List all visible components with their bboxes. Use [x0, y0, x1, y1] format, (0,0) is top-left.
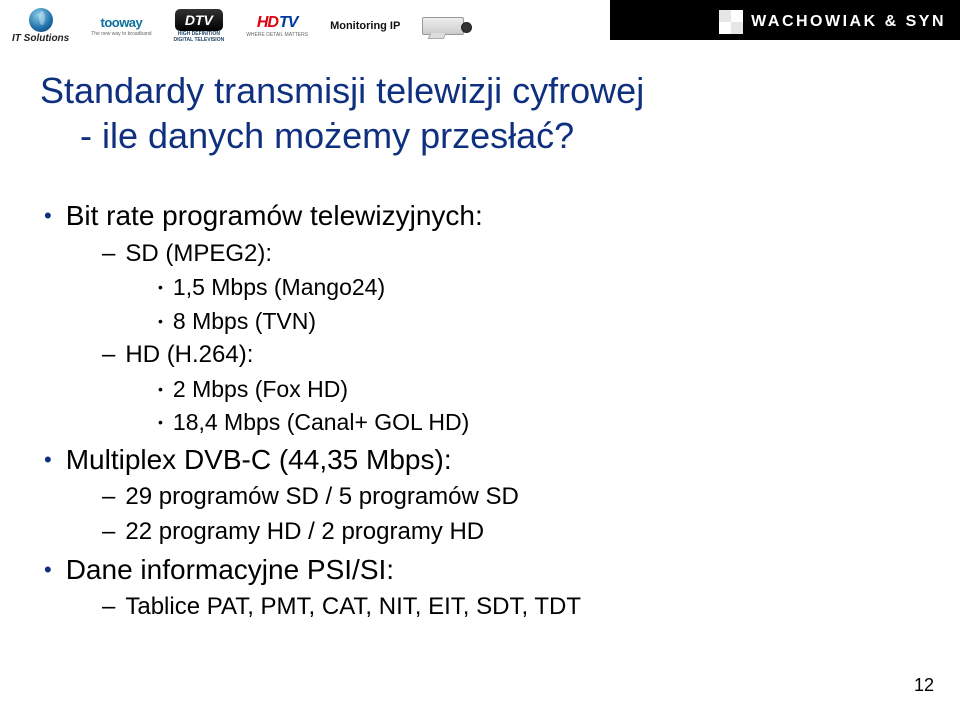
brand-square-icon — [719, 10, 743, 34]
camera-icon — [422, 17, 464, 35]
bullet-bitrate-text: Bit rate programów telewizyjnych: — [66, 200, 483, 231]
bullet-hd-h264: HD (H.264): 2 Mbps (Fox HD) 18,4 Mbps (C… — [102, 338, 914, 439]
hd-text: HD — [257, 14, 278, 32]
bullet-canal-gol-hd-text: 18,4 Mbps (Canal+ GOL HD) — [173, 409, 469, 435]
bullet-fox-hd: 2 Mbps (Fox HD) — [158, 373, 914, 406]
bullet-29-sd: 29 programów SD / 5 programów SD — [102, 480, 914, 515]
hdtv-sub: WHERE DETAIL MATTERS — [246, 32, 308, 38]
bullet-fox-hd-text: 2 Mbps (Fox HD) — [173, 376, 348, 402]
slide-title: Standardy transmisji telewizji cyfrowej … — [40, 68, 644, 158]
it-solutions-text: IT Solutions — [12, 33, 69, 44]
slide: IT Solutions tooway The new way to broad… — [0, 0, 960, 716]
bullet-hd-h264-text: HD (H.264): — [125, 341, 253, 368]
tooway-text: tooway — [100, 15, 142, 30]
slide-content: Bit rate programów telewizyjnych: SD (MP… — [44, 196, 914, 625]
tv-text: TV — [279, 14, 297, 32]
globe-icon — [29, 8, 53, 32]
bullet-list-level-1: Bit rate programów telewizyjnych: SD (MP… — [44, 196, 914, 625]
bullet-multiplex-text: Multiplex DVB-C (44,35 Mbps): — [66, 444, 452, 475]
left-logo-group: IT Solutions tooway The new way to broad… — [12, 8, 464, 44]
bullet-psi-si-text: Dane informacyjne PSI/SI: — [66, 554, 394, 585]
bullet-tablice: Tablice PAT, PMT, CAT, NIT, EIT, SDT, TD… — [102, 590, 914, 625]
monitoring-ip-logo: Monitoring IP — [330, 20, 400, 32]
brand-text: WACHOWIAK & SYN — [751, 13, 946, 31]
hdtv-logo: HD TV WHERE DETAIL MATTERS — [246, 14, 308, 38]
bullet-multiplex: Multiplex DVB-C (44,35 Mbps): 29 program… — [44, 440, 914, 550]
monitoring-ip-text: Monitoring IP — [330, 20, 400, 32]
page-number: 12 — [914, 675, 934, 696]
bullet-tablice-text: Tablice PAT, PMT, CAT, NIT, EIT, SDT, TD… — [125, 593, 581, 620]
hdtv-text: HD TV — [257, 14, 298, 32]
bullet-canal-gol-hd: 18,4 Mbps (Canal+ GOL HD) — [158, 406, 914, 439]
tooway-logo: tooway The new way to broadband — [91, 15, 151, 37]
bullet-psi-si: Dane informacyjne PSI/SI: Tablice PAT, P… — [44, 550, 914, 625]
bullet-tvn-text: 8 Mbps (TVN) — [173, 308, 316, 334]
bullet-mango24-text: 1,5 Mbps (Mango24) — [173, 274, 385, 300]
bullet-sd-mpeg2-text: SD (MPEG2): — [125, 240, 272, 267]
bullet-22-hd-text: 22 programy HD / 2 programy HD — [125, 518, 484, 545]
wachowiak-syn-logo: WACHOWIAK & SYN — [719, 10, 946, 34]
dtv-sub2: DIGITAL TELEVISION — [174, 38, 225, 43]
title-line-2: - ile danych możemy przesłać? — [80, 115, 574, 156]
top-logo-bar: IT Solutions tooway The new way to broad… — [0, 0, 960, 48]
it-solutions-logo: IT Solutions — [12, 8, 69, 44]
title-line-1: Standardy transmisji telewizji cyfrowej — [40, 70, 644, 111]
dtv-box-icon: DTV — [175, 9, 223, 31]
bullet-mango24: 1,5 Mbps (Mango24) — [158, 271, 914, 304]
dtv-logo: DTV HIGH DEFINITION DIGITAL TELEVISION — [174, 9, 225, 43]
bullet-29-sd-text: 29 programów SD / 5 programów SD — [125, 483, 519, 510]
bullet-bitrate: Bit rate programów telewizyjnych: SD (MP… — [44, 196, 914, 440]
tooway-sub: The new way to broadband — [91, 31, 151, 37]
bullet-22-hd: 22 programy HD / 2 programy HD — [102, 515, 914, 550]
bullet-sd-mpeg2: SD (MPEG2): 1,5 Mbps (Mango24) 8 Mbps (T… — [102, 237, 914, 338]
bullet-tvn: 8 Mbps (TVN) — [158, 305, 914, 338]
